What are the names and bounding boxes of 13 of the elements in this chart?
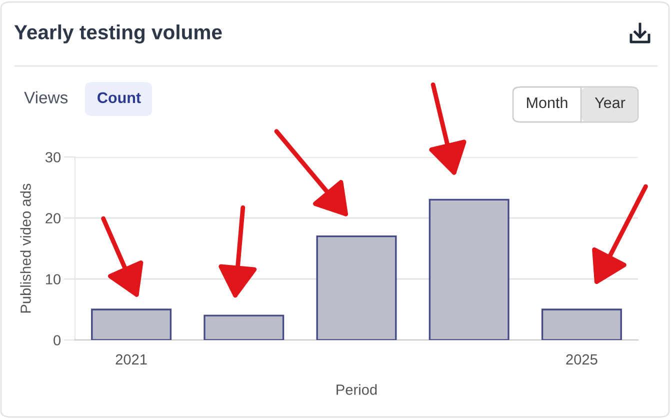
- text: Month: [527, 96, 568, 108]
- y-tick-label: 0: [54, 335, 61, 346]
- x-tick-label: 2025: [566, 354, 598, 365]
- chart-title: Yearly testing volume: [14, 24, 222, 44]
- text: Count: [98, 92, 141, 104]
- y-tick-label: 20: [46, 213, 61, 224]
- y-tick-label: 10: [46, 274, 61, 284]
- y-tick-label: 30: [45, 152, 61, 162]
- x-axis-title: Period: [336, 384, 377, 395]
- text: Year: [594, 97, 626, 108]
- y-axis-title: Published video ads: [20, 184, 31, 313]
- text: Views: [24, 91, 68, 104]
- x-tick-label: 2021: [116, 354, 147, 365]
